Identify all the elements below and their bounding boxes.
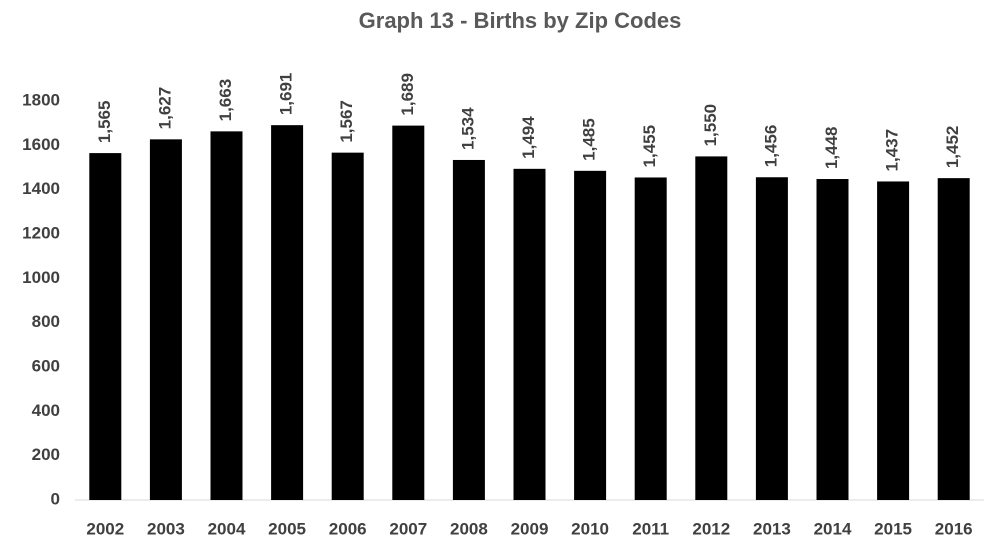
value-label: 1,627 (155, 87, 174, 130)
y-tick-label: 600 (32, 356, 60, 375)
y-tick-label: 1800 (22, 90, 60, 109)
value-label: 1,485 (580, 118, 599, 161)
bar (816, 179, 849, 500)
x-tick-label: 2007 (389, 519, 427, 538)
bar (755, 177, 788, 500)
x-tick-label: 2015 (874, 519, 912, 538)
value-label: 1,494 (519, 116, 538, 159)
value-label: 1,691 (277, 73, 296, 116)
bar (574, 170, 607, 500)
y-tick-label: 1600 (22, 135, 60, 154)
bar (89, 153, 122, 500)
value-label: 1,534 (458, 107, 477, 150)
x-tick-label: 2005 (268, 519, 306, 538)
x-tick-label: 2016 (935, 519, 973, 538)
x-tick-label: 2006 (329, 519, 367, 538)
x-tick-label: 2012 (692, 519, 730, 538)
value-label: 1,550 (701, 104, 720, 147)
y-tick-label: 1200 (22, 223, 60, 242)
bar (634, 177, 667, 500)
bar (513, 168, 546, 500)
x-tick-label: 2009 (511, 519, 549, 538)
bar (937, 178, 970, 500)
value-label: 1,455 (640, 125, 659, 168)
bar (877, 181, 910, 500)
bar (331, 152, 364, 501)
value-label: 1,437 (883, 129, 902, 172)
y-tick-label: 200 (32, 445, 60, 464)
x-tick-label: 2010 (571, 519, 609, 538)
y-tick-label: 1000 (22, 268, 60, 287)
x-tick-label: 2013 (753, 519, 791, 538)
x-tick-label: 2003 (147, 519, 185, 538)
bar (452, 159, 485, 501)
value-label: 1,689 (398, 73, 417, 116)
value-label: 1,567 (337, 100, 356, 143)
y-tick-label: 0 (51, 489, 60, 508)
x-tick-label: 2004 (208, 519, 246, 538)
y-tick-label: 400 (32, 401, 60, 420)
x-tick-label: 2011 (632, 519, 669, 538)
bar (695, 156, 728, 500)
bar (210, 131, 243, 500)
bar (271, 125, 304, 500)
value-label: 1,663 (216, 79, 235, 122)
value-label: 1,448 (822, 126, 841, 169)
value-label: 1,565 (95, 101, 114, 144)
y-tick-label: 1400 (22, 179, 60, 198)
y-tick-label: 800 (32, 312, 60, 331)
value-label: 1,452 (943, 126, 962, 169)
x-tick-label: 2008 (450, 519, 488, 538)
bar (149, 139, 182, 500)
x-tick-label: 2014 (814, 519, 852, 538)
chart-title: Graph 13 - Births by Zip Codes (359, 8, 682, 33)
bar (392, 125, 425, 500)
x-tick-label: 2002 (86, 519, 124, 538)
value-label: 1,456 (761, 125, 780, 168)
